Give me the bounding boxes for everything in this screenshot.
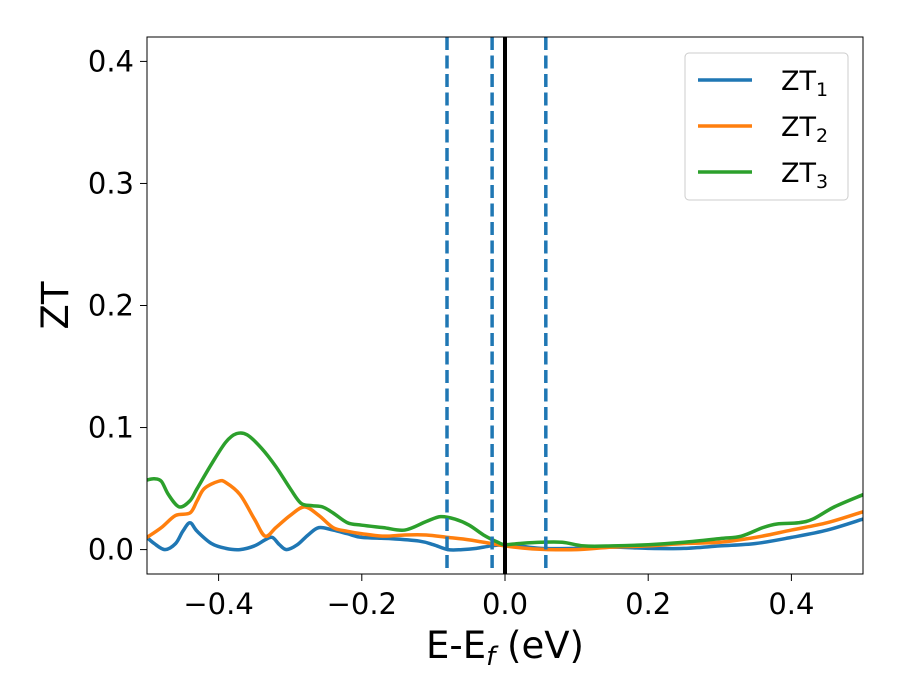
- y-tick-label: 0.0: [88, 533, 134, 567]
- y-tick-label: 0.4: [88, 44, 134, 78]
- legend-box: [684, 52, 849, 201]
- x-tick-label: −0.2: [327, 587, 397, 621]
- x-axis-label-main: E-E: [426, 624, 486, 667]
- x-ticks: −0.4 −0.2 0.0 0.2 0.4: [183, 574, 814, 621]
- x-tick-label: 0.2: [625, 587, 671, 621]
- x-tick-label: 0.4: [768, 587, 814, 621]
- x-axis-label-unit: (eV): [495, 624, 584, 667]
- legend-label-zt3: ZT3: [781, 158, 828, 193]
- y-ticks: 0.0 0.1 0.2 0.3 0.4: [88, 44, 147, 567]
- legend-label-zt1: ZT1: [781, 66, 828, 101]
- x-tick-label: −0.4: [183, 587, 253, 621]
- x-tick-label: 0.0: [482, 587, 528, 621]
- y-axis-label: ZT: [34, 281, 77, 329]
- series-line-zt3: [147, 431, 863, 549]
- y-tick-label: 0.1: [88, 411, 134, 445]
- reference-lines: [445, 37, 548, 574]
- legend-label-zt2: ZT2: [781, 112, 828, 147]
- legend: ZT1 ZT2 ZT3: [684, 52, 849, 201]
- y-tick-label: 0.3: [88, 166, 134, 200]
- series-layer: [147, 431, 863, 552]
- x-axis-label: E-Ef (eV): [426, 624, 584, 672]
- y-tick-label: 0.2: [88, 289, 134, 323]
